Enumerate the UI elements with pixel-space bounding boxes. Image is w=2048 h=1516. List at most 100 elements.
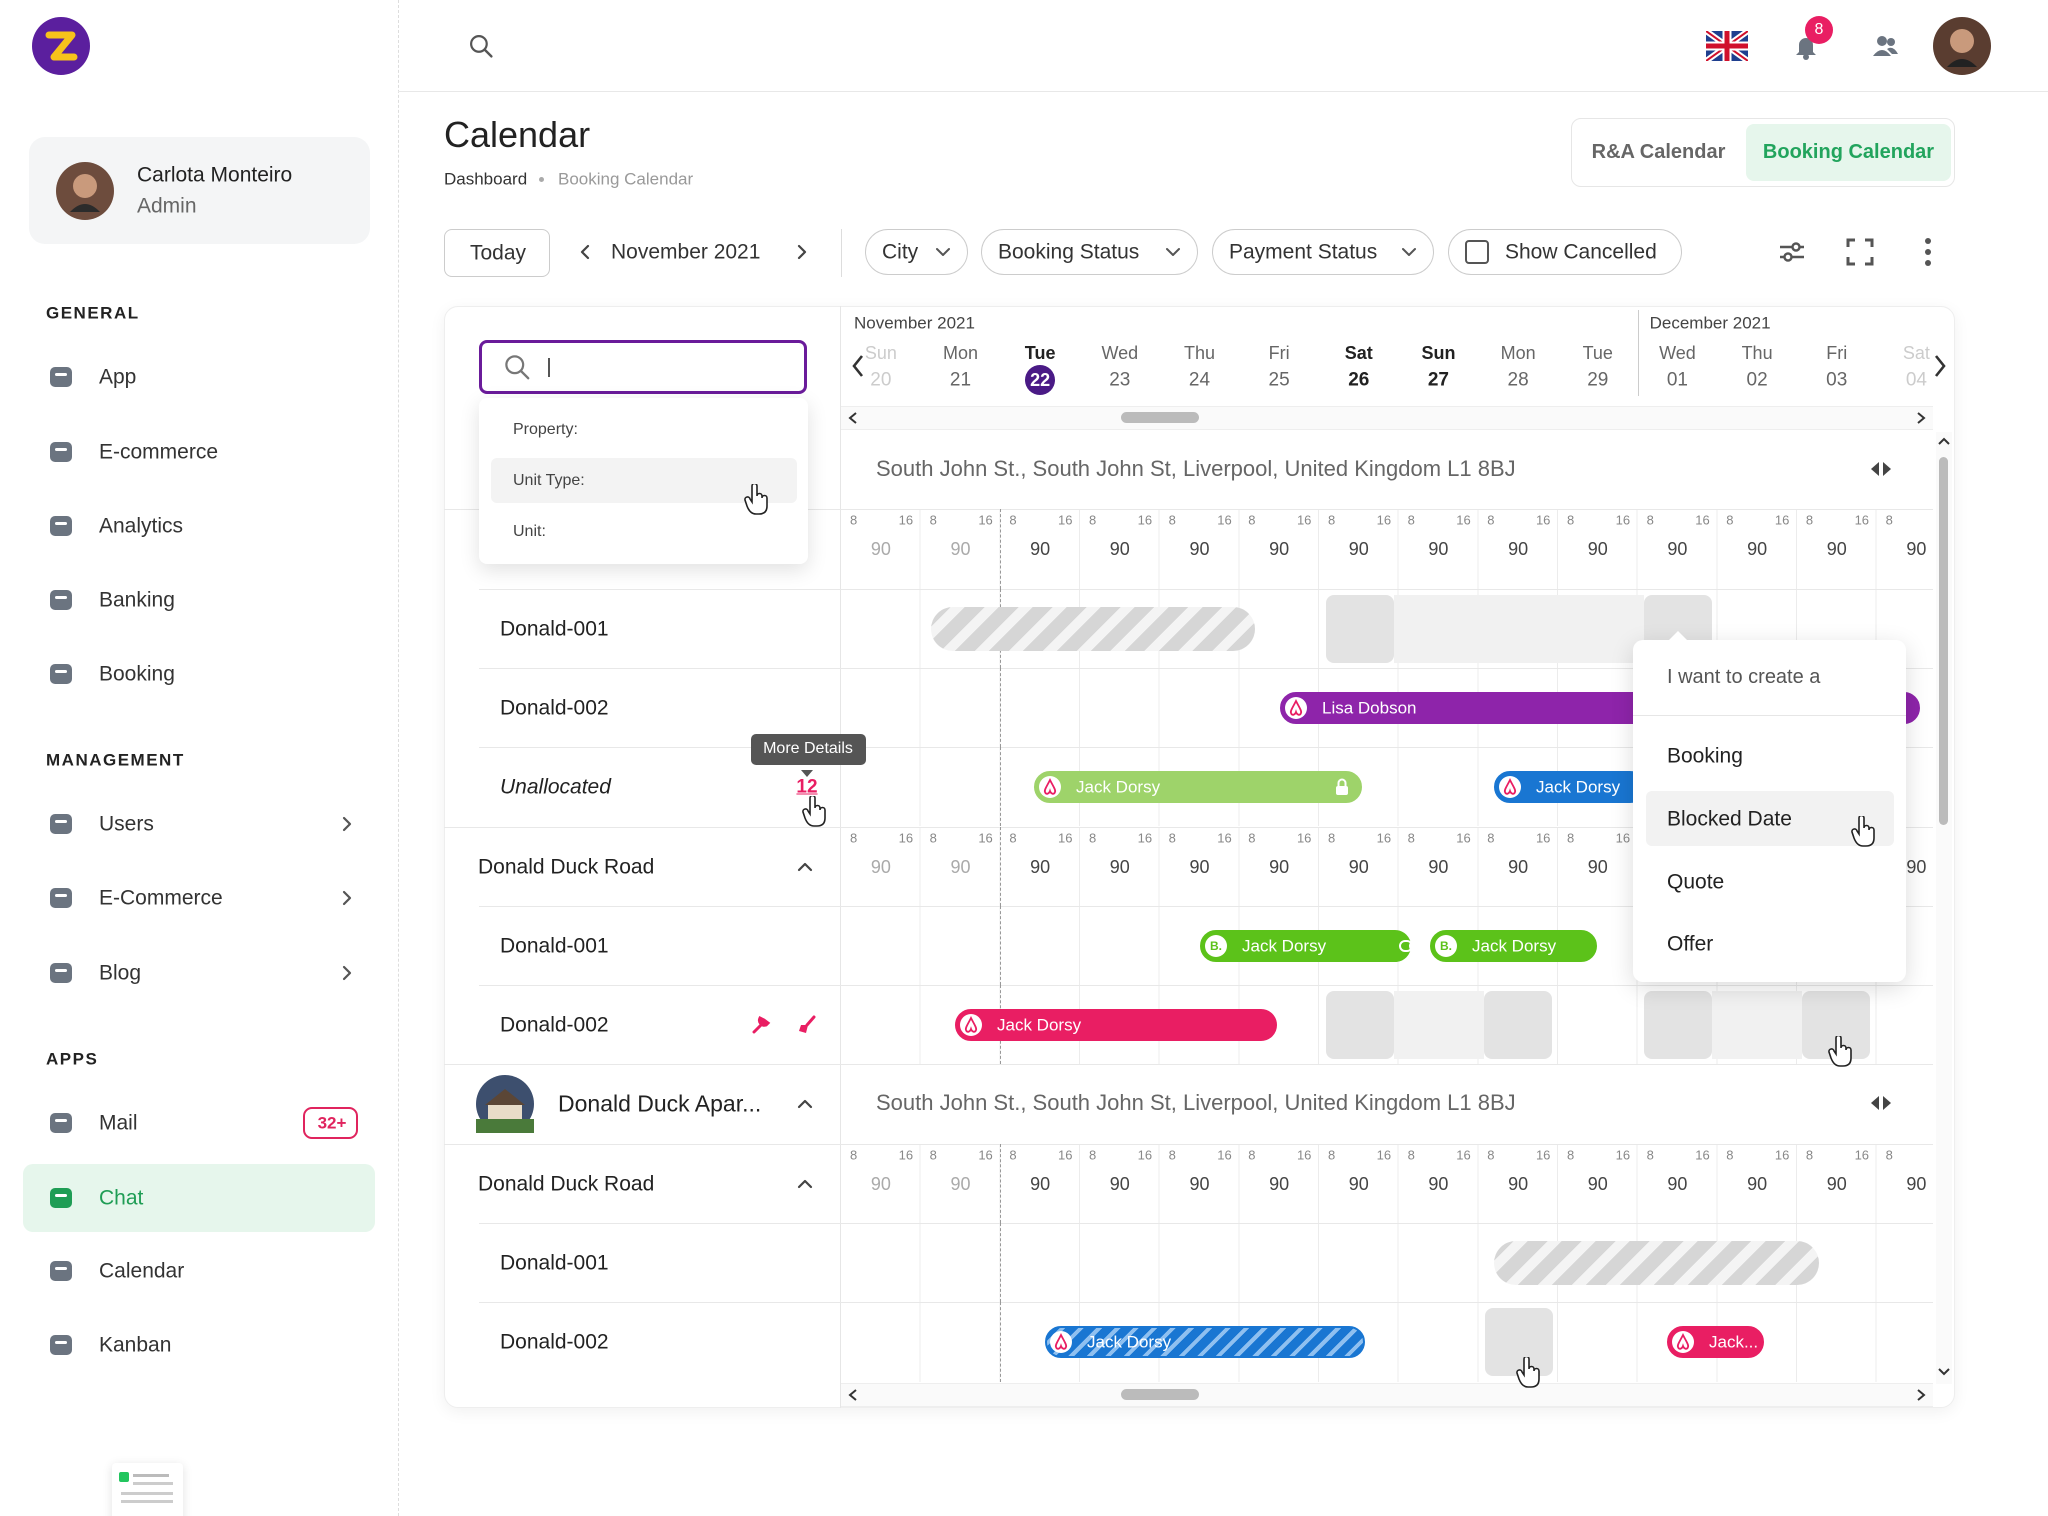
fullscreen-icon[interactable]	[1845, 237, 1875, 267]
show-cancelled[interactable]: Show Cancelled	[1448, 229, 1682, 275]
search-option[interactable]: Unit:	[513, 523, 546, 540]
booking-bar[interactable]: Jack Dorsy	[1034, 771, 1362, 804]
blocked-cell[interactable]	[1712, 991, 1802, 1060]
day-rate: 90	[1428, 1173, 1449, 1194]
collapse-chevron[interactable]	[795, 1174, 815, 1194]
day-rate: 90	[1508, 1173, 1529, 1194]
nav-label[interactable]: App	[99, 365, 137, 389]
vscroll-thumb[interactable]	[1939, 457, 1948, 825]
next-month[interactable]	[792, 242, 812, 262]
contacts-icon[interactable]	[1871, 32, 1899, 60]
collapse-chevron[interactable]	[795, 857, 815, 877]
scroll-thumb[interactable]	[1121, 412, 1199, 423]
day-rate: 90	[1508, 539, 1529, 560]
nav-label[interactable]: Chat	[99, 1186, 144, 1210]
nav-icon	[47, 1184, 75, 1212]
icon-part	[801, 770, 813, 778]
property-nav[interactable]	[1868, 460, 1894, 478]
settings-icon[interactable]	[1777, 237, 1807, 267]
booking-bar[interactable]: Jack Dorsy	[1045, 1326, 1365, 1359]
nav-label[interactable]: Analytics	[99, 514, 184, 538]
hour-mark: 16	[898, 512, 914, 528]
language-flag[interactable]	[1704, 28, 1750, 64]
nav-label[interactable]: Calendar	[99, 1259, 185, 1283]
prev-month[interactable]	[575, 242, 595, 262]
blocked-cell[interactable]	[1394, 594, 1644, 663]
booking-bar[interactable]: B. Jack Dorsy	[1200, 929, 1411, 962]
blocked-cell[interactable]	[1644, 991, 1712, 1060]
icon-part	[50, 664, 72, 684]
text-caret	[548, 358, 550, 377]
scroll-thumb[interactable]	[1121, 1389, 1199, 1400]
context-menu-option[interactable]: Blocked Date	[1667, 807, 1792, 831]
scroll-left[interactable]	[845, 1387, 861, 1403]
booking-bar[interactable]: Jack...	[1667, 1326, 1764, 1359]
icon-part	[1668, 631, 1688, 641]
icon-part	[752, 1016, 771, 1034]
profile-avatar[interactable]	[1933, 17, 1991, 75]
more-icon[interactable]	[1923, 237, 1933, 267]
search-input[interactable]	[479, 340, 807, 394]
nav-label[interactable]: Mail	[99, 1111, 138, 1135]
search-option[interactable]: Property:	[513, 421, 578, 438]
search-icon[interactable]	[468, 33, 494, 59]
nav-label[interactable]: Users	[99, 812, 154, 836]
nav-label[interactable]: Blog	[99, 961, 142, 985]
scroll-right[interactable]	[1913, 1387, 1929, 1403]
day-rate: 90	[1906, 856, 1927, 877]
booking-bar[interactable]: Jack Dorsy	[1494, 771, 1646, 804]
tab[interactable]: R&A Calendar	[1591, 141, 1726, 163]
illustration-lines	[117, 1468, 177, 1516]
collapse-chevron[interactable]	[795, 1094, 815, 1114]
date: 27	[1427, 369, 1450, 391]
nav-label[interactable]: Banking	[99, 588, 175, 612]
timeline-next[interactable]	[1930, 352, 1950, 380]
filter-pill[interactable]: Booking Status	[981, 229, 1198, 275]
blocked-cell[interactable]	[1485, 1308, 1553, 1377]
blocked-cell[interactable]	[1484, 991, 1552, 1060]
icon-part	[55, 969, 67, 972]
blocked-cell[interactable]	[1326, 991, 1394, 1060]
day-rate: 90	[1030, 539, 1051, 560]
maintenance-icon[interactable]	[750, 1014, 772, 1036]
day-rate: 90	[1109, 539, 1130, 560]
tab[interactable]: Booking Calendar	[1762, 141, 1935, 163]
nav-label[interactable]: Kanban	[99, 1333, 172, 1357]
notification-bell[interactable]	[1792, 32, 1820, 60]
nav-label[interactable]: E-Commerce	[99, 886, 223, 910]
icon-part	[1336, 786, 1348, 796]
timeline-prev[interactable]	[848, 352, 868, 380]
filter-pill[interactable]: City	[865, 229, 968, 275]
search-option[interactable]: Unit Type:	[513, 472, 585, 489]
day-rate: 90	[1348, 1173, 1369, 1194]
property-nav[interactable]	[1868, 1094, 1894, 1112]
hour-mark: 16	[1376, 1147, 1392, 1163]
nav-label[interactable]: E-commerce	[99, 440, 219, 464]
icon-part	[55, 1267, 67, 1270]
context-menu-option[interactable]: Booking	[1667, 744, 1743, 768]
blocked-cell[interactable]	[1394, 991, 1484, 1060]
scroll-right[interactable]	[1913, 410, 1929, 426]
airbnb-icon	[1039, 776, 1061, 798]
scroll-left[interactable]	[845, 410, 861, 426]
hour-mark: 16	[1057, 1147, 1073, 1163]
guest-name: Jack Dorsy	[1536, 777, 1621, 797]
booking-source	[1050, 1331, 1072, 1354]
icon-part	[342, 816, 352, 832]
icon-part	[1289, 698, 1303, 716]
option-highlight	[491, 458, 797, 503]
date: 29	[1587, 369, 1609, 391]
nav-label[interactable]: Booking	[99, 662, 175, 686]
booking-bar[interactable]: B. Jack Dorsy	[1430, 929, 1597, 962]
today-button[interactable]: Today	[444, 229, 550, 277]
booking-source: B.	[1435, 934, 1457, 957]
unallocated-count[interactable]: 12	[796, 776, 818, 798]
context-menu-option[interactable]: Offer	[1667, 932, 1714, 956]
cleaning-icon[interactable]	[796, 1014, 818, 1036]
blocked-cell[interactable]	[1326, 594, 1394, 663]
filter-pill[interactable]: Payment Status	[1212, 229, 1434, 275]
breadcrumb[interactable]: Dashboard	[444, 169, 528, 189]
context-menu-option[interactable]: Quote	[1667, 870, 1725, 894]
booking-bar[interactable]: Jack Dorsy	[955, 1009, 1277, 1042]
hour-mark: 16	[898, 830, 914, 845]
